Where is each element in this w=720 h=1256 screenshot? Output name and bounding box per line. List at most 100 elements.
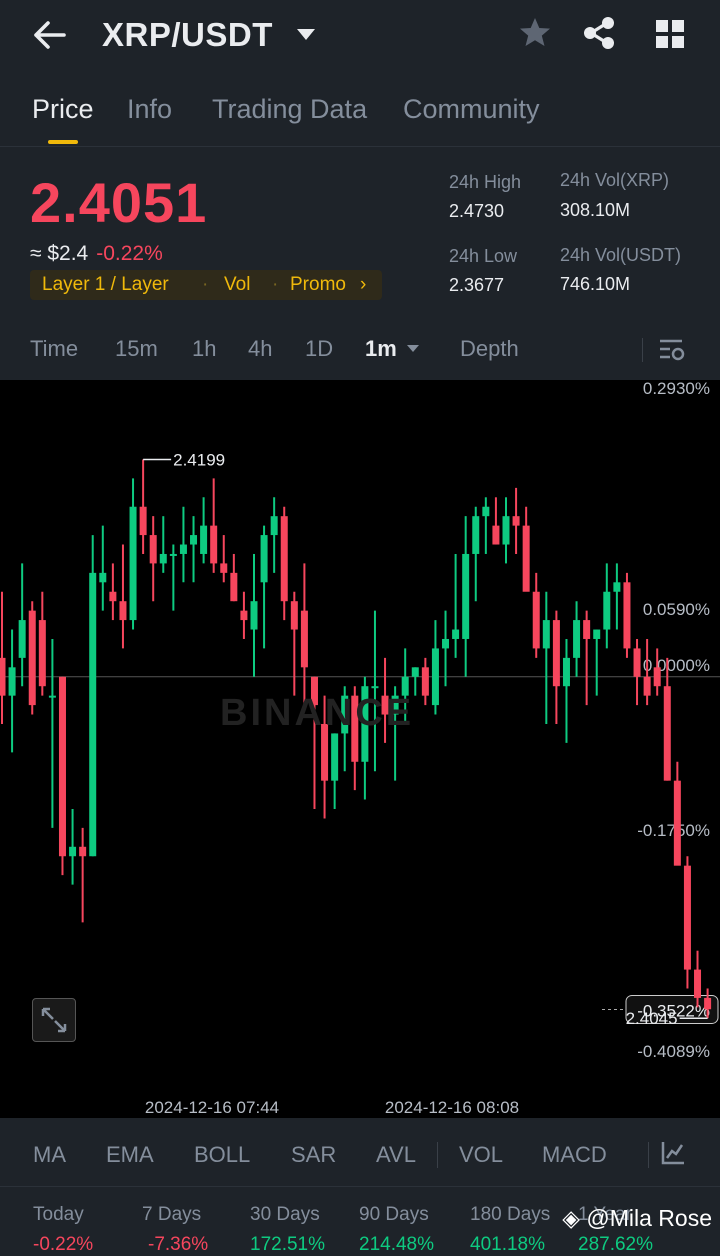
candle-body bbox=[573, 620, 581, 658]
grid-menu-icon[interactable] bbox=[655, 19, 685, 49]
candle-body bbox=[512, 516, 520, 526]
tag-separator: · bbox=[272, 274, 279, 295]
tab-depth[interactable]: Depth bbox=[460, 336, 519, 361]
tab-price[interactable]: Price bbox=[32, 94, 94, 124]
candle-body bbox=[694, 969, 702, 998]
candle-body bbox=[280, 516, 288, 602]
indicator-vol[interactable]: VOL bbox=[459, 1142, 504, 1167]
time-axis-label: 2024-12-16 08:08 bbox=[385, 1098, 519, 1117]
candle-body bbox=[300, 610, 308, 668]
candle-body bbox=[482, 506, 490, 517]
perf-label-7d: 7 Days bbox=[142, 1204, 202, 1225]
candle-body bbox=[169, 553, 177, 556]
app-header: XRP/USDT bbox=[0, 0, 720, 80]
candle-body bbox=[109, 591, 117, 602]
indicator-ma[interactable]: MA bbox=[33, 1142, 66, 1167]
high-label: 24h High bbox=[449, 172, 522, 192]
indicator-macd[interactable]: MACD bbox=[542, 1142, 607, 1167]
tabs-divider bbox=[0, 146, 720, 147]
share-icon[interactable] bbox=[582, 16, 616, 50]
candle-body bbox=[129, 506, 137, 621]
star-favorite-icon[interactable] bbox=[518, 16, 552, 50]
chart-settings-icon[interactable] bbox=[658, 336, 686, 364]
tag-bar[interactable]: Layer 1 / Layer · Vol · Promo › bbox=[30, 270, 382, 300]
candle-body bbox=[502, 516, 510, 545]
candle-body bbox=[99, 572, 107, 583]
interval-divider bbox=[642, 338, 643, 362]
indicator-divider-line bbox=[0, 1186, 720, 1187]
candle-body bbox=[220, 563, 228, 573]
high-value: 2.4730 bbox=[449, 201, 505, 221]
interval-15m[interactable]: 15m bbox=[115, 336, 158, 361]
candle-body bbox=[552, 620, 560, 687]
indicator-avl[interactable]: AVL bbox=[376, 1142, 416, 1167]
candle-body bbox=[331, 733, 339, 781]
interval-1h[interactable]: 1h bbox=[192, 336, 217, 361]
tag-promo[interactable]: Promo bbox=[290, 274, 346, 295]
vol-quote-value: 746.10M bbox=[560, 274, 631, 294]
candle-body bbox=[48, 695, 56, 698]
tag-vol[interactable]: Vol bbox=[224, 274, 251, 295]
candle-body bbox=[270, 516, 278, 536]
indicator-ema[interactable]: EMA bbox=[106, 1142, 154, 1167]
candle-body bbox=[0, 657, 6, 696]
candle-body bbox=[462, 553, 470, 639]
perf-label-180d: 180 Days bbox=[470, 1204, 551, 1225]
indicator-divider bbox=[648, 1142, 649, 1168]
candle-body bbox=[200, 525, 208, 554]
tab-trading-data[interactable]: Trading Data bbox=[212, 94, 368, 124]
candle-body bbox=[643, 676, 651, 696]
tab-info[interactable]: Info bbox=[127, 94, 173, 124]
chart-canvas[interactable]: 0.2930% 0.0590% 0.0000% -0.1750% -0.3522% -0.… bbox=[0, 380, 720, 1118]
back-arrow-icon[interactable] bbox=[32, 20, 66, 50]
pct-axis-label: -0.1750% bbox=[637, 821, 710, 840]
candle-body bbox=[421, 667, 429, 696]
perf-value-180d: 401.18% bbox=[470, 1234, 546, 1255]
candle-body bbox=[704, 997, 712, 1010]
pct-axis-label: 0.0590% bbox=[643, 600, 710, 619]
perf-value-30d: 172.51% bbox=[250, 1234, 326, 1255]
candle-body bbox=[522, 525, 530, 592]
user-watermark: ◈ @Mila Rose bbox=[562, 1205, 712, 1232]
candle-body bbox=[452, 629, 460, 639]
candle-body bbox=[653, 667, 661, 687]
candle-body bbox=[371, 686, 379, 689]
indicator-boll[interactable]: BOLL bbox=[194, 1142, 251, 1167]
candle-body bbox=[8, 667, 16, 696]
low-value: 2.3677 bbox=[449, 275, 505, 295]
low-label: 24h Low bbox=[449, 246, 518, 266]
indicator-sar[interactable]: SAR bbox=[291, 1142, 337, 1167]
user-watermark-text: @Mila Rose bbox=[586, 1205, 712, 1231]
interval-4h[interactable]: 4h bbox=[248, 336, 273, 361]
interval-bar: Time 15m 1h 4h 1D 1m Depth bbox=[0, 330, 720, 370]
candlestick-chart[interactable]: 0.2930% 0.0590% 0.0000% -0.1750% -0.3522% -0.… bbox=[0, 380, 720, 1118]
candle-body bbox=[633, 648, 641, 677]
pair-title[interactable]: XRP/USDT bbox=[102, 16, 273, 53]
candle-body bbox=[391, 695, 399, 715]
tag-category[interactable]: Layer 1 / Layer bbox=[42, 274, 169, 295]
tab-community[interactable]: Community bbox=[403, 94, 540, 124]
candle-body bbox=[260, 535, 268, 583]
chevron-right-icon[interactable]: › bbox=[360, 274, 367, 295]
candle-body bbox=[542, 620, 550, 649]
interval-dropdown-icon[interactable] bbox=[406, 344, 420, 354]
interval-1d[interactable]: 1D bbox=[305, 336, 334, 361]
indicator-chart-icon[interactable] bbox=[660, 1140, 686, 1166]
current-pct-label: -0.3522% bbox=[637, 1001, 710, 1020]
perf-label-1y: 1 Year bbox=[578, 1204, 632, 1225]
interval-selected[interactable]: 1m bbox=[365, 336, 397, 361]
pair-dropdown-icon[interactable] bbox=[296, 28, 316, 42]
perf-value-90d: 214.48% bbox=[359, 1234, 435, 1255]
interval-time[interactable]: Time bbox=[30, 336, 79, 361]
candle-body bbox=[401, 676, 409, 696]
candle-body bbox=[230, 572, 238, 602]
candle-body bbox=[28, 610, 36, 706]
candle-body bbox=[18, 620, 26, 658]
candle-body bbox=[663, 686, 671, 781]
vol-base-label: 24h Vol(XRP) bbox=[560, 170, 670, 190]
candle-body bbox=[139, 506, 147, 536]
fullscreen-button[interactable] bbox=[32, 998, 76, 1042]
candle-body bbox=[69, 846, 77, 857]
candle-body bbox=[673, 780, 681, 866]
candle-body bbox=[361, 686, 369, 762]
